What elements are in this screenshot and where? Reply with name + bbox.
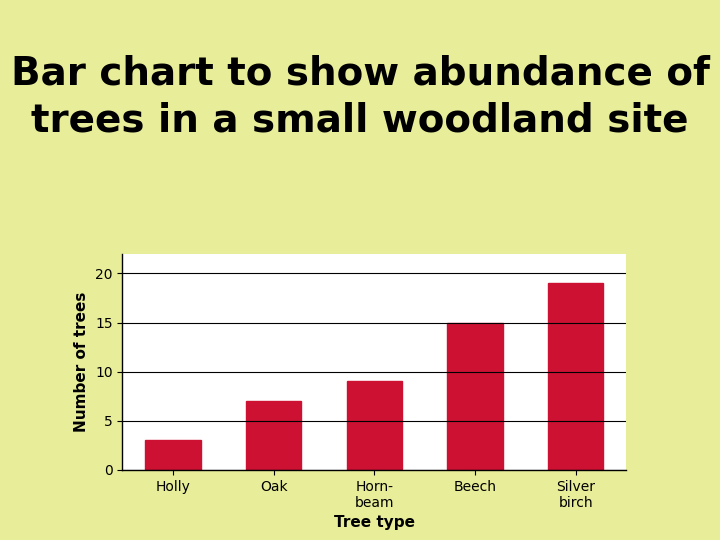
Text: Bar chart to show abundance of
trees in a small woodland site: Bar chart to show abundance of trees in … [11,55,709,140]
Bar [447,322,503,470]
Bar [246,401,302,470]
Bar [145,440,201,470]
Y-axis label: Number of trees: Number of trees [74,292,89,432]
Bar [347,381,402,470]
X-axis label: Tree type: Tree type [334,515,415,530]
Bar [548,284,603,470]
